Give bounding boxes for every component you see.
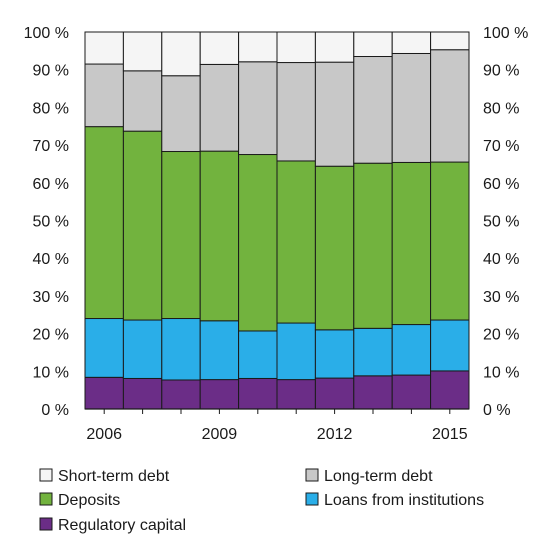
x-tick-label-2012: 2012	[317, 426, 353, 443]
bar-long-term-debt-2009	[199, 63, 240, 152]
bars-group	[84, 31, 470, 410]
bar-short-term-debt-2007	[122, 31, 163, 72]
bar-loans-from-institutions-2010	[238, 330, 278, 379]
bar-long-term-debt-2014	[391, 52, 432, 163]
y-tick-label-right: 70 %	[483, 138, 519, 155]
bar-deposits-2013	[353, 162, 393, 329]
bar-regulatory-capital-2007	[122, 377, 163, 410]
bar-deposits-2015	[430, 161, 470, 321]
x-tick-label-2009: 2009	[202, 426, 238, 443]
bar-loans-from-institutions-2006	[84, 318, 124, 378]
y-tick-label-left: 100 %	[24, 25, 69, 42]
bar-regulatory-capital-2015	[430, 370, 470, 410]
y-tick-label-right: 60 %	[483, 176, 519, 193]
bar-regulatory-capital-2008	[161, 379, 201, 410]
y-tick-label-right: 30 %	[483, 289, 519, 306]
legend: Short-term debt Long-term debt Deposits Loa…	[39, 468, 484, 534]
y-tick-label-right: 40 %	[483, 251, 519, 268]
bar-short-term-debt-2010	[238, 31, 278, 63]
axes-group	[85, 408, 469, 414]
y-tick-label-right: 90 %	[483, 63, 519, 80]
bar-short-term-debt-2013	[353, 31, 393, 58]
bar-regulatory-capital-2011	[276, 379, 316, 410]
y-tick-label-left: 10 %	[33, 364, 69, 381]
legend-swatch-loans-from-institutions	[305, 492, 319, 506]
y-tick-label-right: 20 %	[483, 327, 519, 344]
bar-long-term-debt-2006	[84, 63, 124, 128]
bar-deposits-2012	[314, 165, 355, 331]
x-tick-label-2015: 2015	[432, 426, 468, 443]
bar-long-term-debt-2012	[314, 61, 355, 167]
legend-swatch-long-term-debt	[305, 468, 319, 482]
bar-short-term-debt-2015	[430, 31, 470, 51]
y-tick-label-right: 0 %	[483, 402, 511, 419]
bar-long-term-debt-2011	[276, 62, 316, 162]
bar-short-term-debt-2014	[391, 31, 432, 54]
bar-loans-from-institutions-2009	[199, 320, 240, 381]
legend-label-long-term-debt: Long-term debt	[324, 468, 433, 485]
bar-loans-from-institutions-2013	[353, 327, 393, 377]
bar-regulatory-capital-2006	[84, 376, 124, 410]
bar-deposits-2009	[199, 150, 240, 322]
legend-label-loans-from-institutions: Loans from institutions	[324, 492, 484, 509]
bar-short-term-debt-2009	[199, 31, 240, 65]
bar-loans-from-institutions-2012	[314, 329, 355, 379]
y-tick-label-right: 100 %	[483, 25, 528, 42]
bar-long-term-debt-2010	[238, 61, 278, 156]
bar-short-term-debt-2006	[84, 31, 124, 65]
bar-loans-from-institutions-2015	[430, 319, 470, 372]
bar-short-term-debt-2012	[314, 31, 355, 63]
legend-swatch-deposits	[39, 492, 53, 506]
bar-regulatory-capital-2012	[314, 377, 355, 410]
y-tick-label-left: 80 %	[33, 100, 69, 117]
bar-deposits-2010	[238, 154, 278, 332]
y-axis-left-labels: 0 % 10 % 20 % 30 % 40 % 50 % 60 % 70 % 80 % 90 % 1…	[24, 25, 69, 419]
bar-short-term-debt-2008	[161, 31, 201, 77]
y-tick-label-left: 40 %	[33, 251, 69, 268]
x-axis-labels: 2006 2009 2012 2015	[86, 426, 467, 443]
bar-deposits-2014	[391, 161, 432, 326]
bar-long-term-debt-2008	[161, 75, 201, 153]
bar-long-term-debt-2007	[122, 70, 163, 132]
bar-regulatory-capital-2010	[238, 377, 278, 410]
y-tick-label-right: 10 %	[483, 364, 519, 381]
y-tick-label-right: 50 %	[483, 214, 519, 231]
bar-loans-from-institutions-2008	[161, 318, 201, 381]
bar-regulatory-capital-2013	[353, 375, 393, 410]
y-axis-right-labels: 0 % 10 % 20 % 30 % 40 % 50 % 60 % 70 % 80 % 90 % 1…	[483, 25, 528, 419]
y-tick-label-left: 0 %	[41, 402, 69, 419]
legend-label-short-term-debt: Short-term debt	[58, 468, 170, 485]
bar-deposits-2011	[276, 160, 316, 324]
bar-regulatory-capital-2014	[391, 374, 432, 410]
bar-long-term-debt-2013	[353, 56, 393, 164]
y-tick-label-left: 70 %	[33, 138, 69, 155]
y-tick-label-left: 90 %	[33, 63, 69, 80]
y-tick-label-left: 20 %	[33, 327, 69, 344]
bar-deposits-2008	[161, 151, 201, 320]
y-tick-label-left: 60 %	[33, 176, 69, 193]
bar-long-term-debt-2015	[430, 49, 470, 163]
legend-label-deposits: Deposits	[58, 492, 120, 509]
bar-deposits-2006	[84, 126, 124, 320]
legend-label-regulatory-capital: Regulatory capital	[58, 517, 186, 534]
legend-swatch-regulatory-capital	[39, 517, 53, 531]
bar-deposits-2007	[122, 130, 163, 321]
x-tick-label-2006: 2006	[86, 426, 122, 443]
bar-short-term-debt-2011	[276, 31, 316, 64]
bar-loans-from-institutions-2007	[122, 319, 163, 379]
y-tick-label-right: 80 %	[483, 100, 519, 117]
bar-loans-from-institutions-2011	[276, 322, 316, 381]
bar-loans-from-institutions-2014	[391, 324, 432, 376]
y-tick-label-left: 30 %	[33, 289, 69, 306]
legend-swatch-short-term-debt	[39, 468, 53, 482]
y-tick-label-left: 50 %	[33, 214, 69, 231]
bar-regulatory-capital-2009	[199, 379, 240, 410]
